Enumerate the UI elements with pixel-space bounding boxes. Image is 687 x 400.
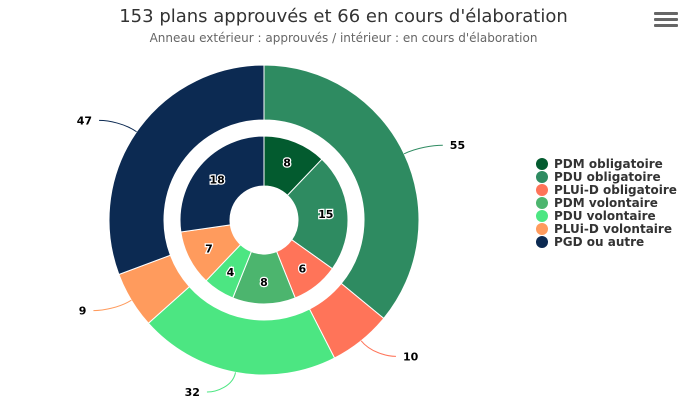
legend-label: PDU volontaire xyxy=(554,208,656,223)
connector-pgd-ou-autre xyxy=(99,119,137,133)
inner-label-plui-d-volontaire: 7 xyxy=(205,242,213,255)
chart-subtitle: Anneau extérieur : approuvés / intérieur… xyxy=(149,31,538,45)
legend-marker xyxy=(536,170,548,183)
legend-marker xyxy=(536,157,548,170)
outer-label-pdu-obligatoire: 55 xyxy=(450,139,465,152)
legend-label: PDM volontaire xyxy=(554,195,658,210)
outer-label-pgd-ou-autre: 47 xyxy=(77,114,92,127)
legend-marker xyxy=(536,196,548,209)
legend-item-plui-d-obligatoire[interactable]: PLUi-D obligatoire xyxy=(536,182,677,197)
legend-item-pdm-obligatoire[interactable]: PDM obligatoire xyxy=(536,156,677,171)
legend-label: PLUi-D volontaire xyxy=(554,221,672,236)
legend-marker xyxy=(536,222,548,235)
inner-slice-pdu-obligatoire xyxy=(286,158,349,270)
connector-pdu-obligatoire xyxy=(403,144,443,155)
legend-item-pdu-obligatoire[interactable]: PDU obligatoire xyxy=(536,169,677,184)
legend-marker xyxy=(536,235,548,248)
outer-label-plui-d-volontaire: 9 xyxy=(79,305,87,318)
inner-slice-pgd-ou-autre xyxy=(179,135,265,233)
chart-title: 153 plans approuvés et 66 en cours d'éla… xyxy=(119,6,568,27)
legend-item-pdu-volontaire[interactable]: PDU volontaire xyxy=(536,208,677,223)
legend-label: PLUi-D obligatoire xyxy=(554,182,677,197)
outer-slice-pgd-ou-autre xyxy=(108,64,265,276)
inner-label-pgd-ou-autre: 18 xyxy=(209,173,224,186)
chart-legend: PDM obligatoire PDU obligatoire PLUi-D obl… xyxy=(536,156,677,249)
legend-marker xyxy=(536,209,548,222)
legend-item-pdm-volontaire[interactable]: PDM volontaire xyxy=(536,195,677,210)
connector-plui-d-volontaire xyxy=(93,299,132,312)
outer-slice-pdu-obligatoire xyxy=(263,64,420,320)
legend-item-plui-d-volontaire[interactable]: PLUi-D volontaire xyxy=(536,221,677,236)
legend-marker xyxy=(536,183,548,196)
inner-label-pdm-volontaire: 8 xyxy=(260,276,268,289)
inner-label-pdu-volontaire: 4 xyxy=(227,266,235,279)
inner-label-plui-d-obligatoire: 6 xyxy=(298,263,306,276)
outer-label-plui-d-obligatoire: 10 xyxy=(403,350,419,363)
legend-item-pgd-ou-autre[interactable]: PGD ou autre xyxy=(536,234,677,249)
outer-label-pdu-volontaire: 32 xyxy=(185,386,200,399)
legend-label: PGD ou autre xyxy=(554,234,645,249)
connector-plui-d-obligatoire xyxy=(360,340,396,357)
hamburger-menu-icon[interactable] xyxy=(654,12,678,32)
connector-pdu-volontaire xyxy=(206,372,237,393)
legend-label: PDU obligatoire xyxy=(554,169,661,184)
inner-label-pdm-obligatoire: 8 xyxy=(283,156,291,169)
inner-label-pdu-obligatoire: 15 xyxy=(318,208,333,221)
legend-label: PDM obligatoire xyxy=(554,156,663,171)
